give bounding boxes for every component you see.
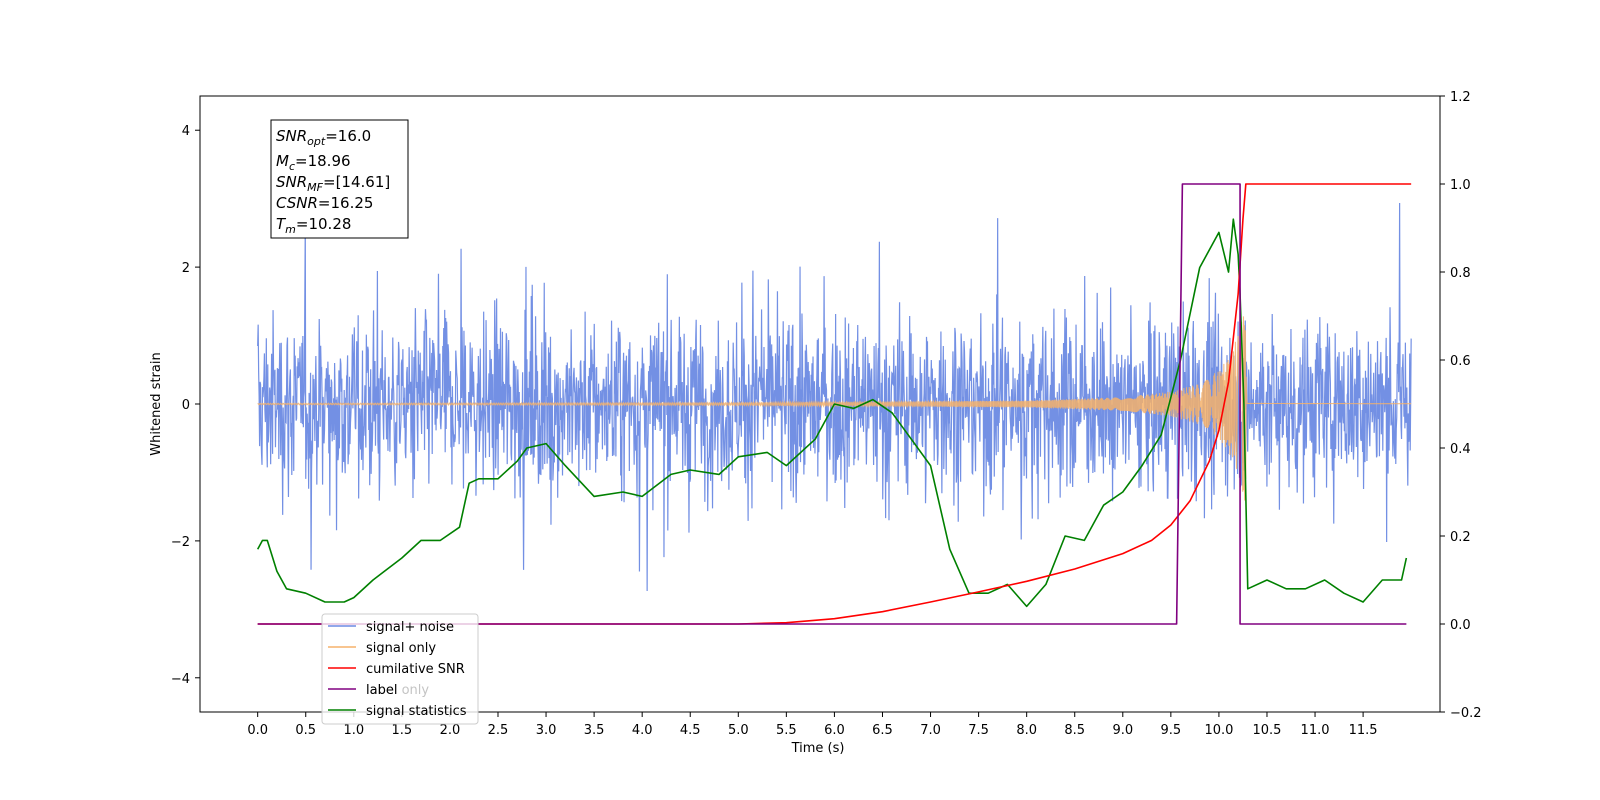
x-axis: 0.0 0.5 1.0 1.5 2.0 2.5 3.0 3.5 4.0 4.5 5.0 5.5 6.0 6… xyxy=(247,712,1378,738)
x-axis-label: Time (s) xyxy=(791,741,845,756)
y2-tick-label: 1.2 xyxy=(1450,90,1471,105)
legend: signal+ noise signal only cumilative SNR… xyxy=(321,613,479,725)
annotation-mc: Mc=18.96 xyxy=(276,152,351,173)
y-axis-label: Whitened strain xyxy=(149,352,164,455)
x-tick-label: 7.5 xyxy=(968,723,989,738)
y2-tick-label: 0.2 xyxy=(1450,530,1471,545)
x-tick-label: 1.0 xyxy=(343,723,364,738)
y-tick-label: 4 xyxy=(182,124,190,139)
y2-tick-label: 0.4 xyxy=(1450,442,1471,457)
x-tick-label: 0.0 xyxy=(247,723,268,738)
x-tick-label: 2.5 xyxy=(488,723,509,738)
legend-label-label: label xyxy=(366,683,397,698)
y2-tick-label: 0.0 xyxy=(1450,618,1471,633)
x-tick-label: 8.0 xyxy=(1016,723,1037,738)
x-tick-label: 9.0 xyxy=(1112,723,1133,738)
x-tick-label: 5.5 xyxy=(776,723,797,738)
x-tick-label: 6.5 xyxy=(872,723,893,738)
legend-label-cumulative-snr: cumilative SNR xyxy=(366,662,465,677)
legend-label-signal-only: signal only xyxy=(366,641,436,656)
y2-tick-label: 1.0 xyxy=(1450,178,1471,193)
x-tick-label: 4.5 xyxy=(680,723,701,738)
y-tick-label: 2 xyxy=(182,261,190,276)
y-tick-label: 0 xyxy=(182,398,190,413)
y-axis-right: 1.2 1.0 0.8 0.6 0.4 0.2 0.0 −0.2 xyxy=(1440,90,1482,721)
annotation-csnr: CSNR=16.25 xyxy=(276,194,373,212)
x-tick-label: 1.5 xyxy=(392,723,413,738)
plot-content xyxy=(256,183,1412,625)
legend-label-signal-noise: signal+ noise xyxy=(366,620,454,635)
y-axis-left: 4 2 0 −2 −4 xyxy=(171,124,200,687)
x-tick-label: 9.5 xyxy=(1161,723,1182,738)
x-tick-label: 2.0 xyxy=(440,723,461,738)
y-tick-label: −2 xyxy=(171,535,190,550)
legend-label-signal-statistics: signal statistics xyxy=(366,704,467,719)
legend-label-label-only: label only xyxy=(366,683,429,698)
x-tick-label: 7.0 xyxy=(920,723,941,738)
y2-tick-label: −0.2 xyxy=(1450,706,1482,721)
y2-tick-label: 0.8 xyxy=(1450,266,1471,281)
y2-tick-label: 0.6 xyxy=(1450,354,1471,369)
annotation-tm: Tm=10.28 xyxy=(276,215,351,236)
x-tick-label: 11.5 xyxy=(1349,723,1378,738)
y-tick-label: −4 xyxy=(171,672,190,687)
annotation-snr-mf: SNRMF=[14.61] xyxy=(276,173,390,194)
x-tick-label: 11.0 xyxy=(1301,723,1330,738)
x-tick-label: 10.5 xyxy=(1253,723,1282,738)
x-tick-label: 8.5 xyxy=(1064,723,1085,738)
annotation-snr-opt: SNRopt=16.0 xyxy=(276,127,371,148)
x-tick-label: 5.0 xyxy=(728,723,749,738)
series-cumulative-snr xyxy=(257,183,1412,625)
x-tick-label: 10.0 xyxy=(1204,723,1233,738)
x-tick-label: 3.5 xyxy=(584,723,605,738)
legend-frame xyxy=(321,613,479,725)
annotation-box: SNRopt=16.0 Mc=18.96 SNRMF=[14.61] CSNR=… xyxy=(270,119,409,239)
x-tick-label: 6.0 xyxy=(824,723,845,738)
annotation-frame xyxy=(270,119,409,239)
x-tick-label: 3.0 xyxy=(536,723,557,738)
x-tick-label: 4.0 xyxy=(632,723,653,738)
series-label xyxy=(257,183,1407,625)
x-tick-label: 0.5 xyxy=(295,723,316,738)
